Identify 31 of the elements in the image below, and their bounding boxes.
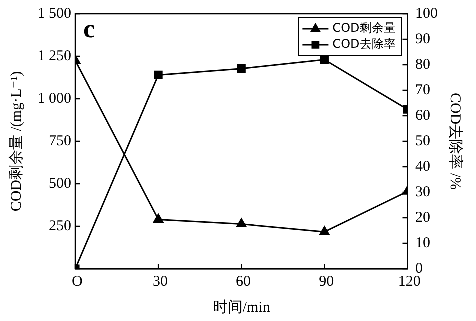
y-axis-title: COD剩余量 /(mg·L⁻¹) bbox=[8, 71, 25, 212]
annotation: c bbox=[84, 14, 96, 44]
x-axis-title: 时间/min bbox=[212, 298, 271, 316]
y-tick-label: 1 250 bbox=[34, 48, 72, 64]
y-tick-label: 1 500 bbox=[34, 6, 72, 22]
point bbox=[236, 218, 247, 228]
x-tick-label: 90 bbox=[315, 274, 334, 290]
y2-tick-label: 50 bbox=[412, 133, 430, 150]
point bbox=[237, 64, 246, 74]
y2-tick-label: 100 bbox=[412, 6, 438, 22]
legend-label: COD剩余量 bbox=[332, 21, 396, 36]
y2-tick-label: 70 bbox=[412, 82, 430, 98]
legend-label: COD去除率 bbox=[332, 37, 396, 52]
y2-tick-label: 10 bbox=[412, 235, 430, 252]
x-tick-label: 30 bbox=[149, 274, 168, 290]
x-tick-label: O bbox=[68, 274, 83, 290]
y2-tick-label: 80 bbox=[412, 56, 430, 73]
point bbox=[153, 214, 164, 223]
y2-tick-label: 30 bbox=[412, 184, 430, 200]
y2-tick-label: 40 bbox=[412, 158, 430, 175]
y2-axis-title: COD去除率 /% bbox=[447, 92, 464, 190]
x-tick-label: 60 bbox=[232, 274, 251, 290]
y-tick-label: 1 000 bbox=[34, 90, 72, 107]
y-tick-label: 500 bbox=[45, 176, 72, 192]
point bbox=[320, 226, 330, 236]
y-tick-label: 250 bbox=[45, 218, 72, 234]
y2-tick-label: 60 bbox=[412, 108, 430, 124]
point bbox=[154, 70, 163, 80]
y-tick-label: 750 bbox=[45, 133, 72, 150]
y2-tick-label: 90 bbox=[412, 31, 430, 48]
y2-tick-label: 20 bbox=[412, 210, 430, 226]
